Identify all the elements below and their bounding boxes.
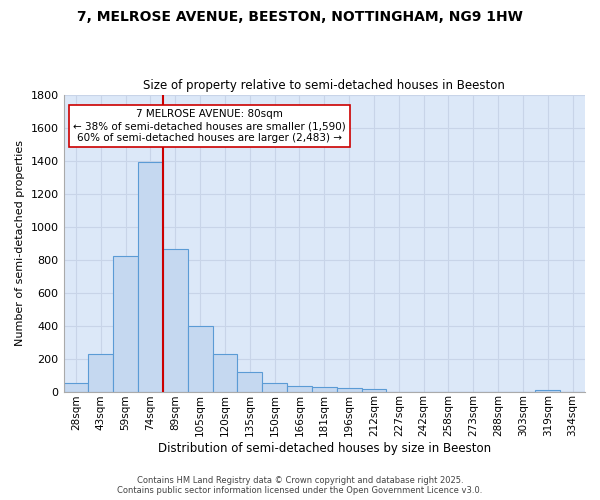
Bar: [287, 386, 312, 392]
Bar: [64, 384, 88, 392]
Bar: [188, 326, 212, 392]
Text: Contains HM Land Registry data © Crown copyright and database right 2025.
Contai: Contains HM Land Registry data © Crown c…: [118, 476, 482, 495]
Bar: [88, 354, 113, 392]
X-axis label: Distribution of semi-detached houses by size in Beeston: Distribution of semi-detached houses by …: [158, 442, 491, 455]
Title: Size of property relative to semi-detached houses in Beeston: Size of property relative to semi-detach…: [143, 79, 505, 92]
Bar: [312, 387, 337, 392]
Y-axis label: Number of semi-detached properties: Number of semi-detached properties: [15, 140, 25, 346]
Bar: [337, 388, 362, 392]
Bar: [262, 384, 287, 392]
Bar: [212, 354, 238, 392]
Bar: [113, 256, 138, 392]
Text: 7, MELROSE AVENUE, BEESTON, NOTTINGHAM, NG9 1HW: 7, MELROSE AVENUE, BEESTON, NOTTINGHAM, …: [77, 10, 523, 24]
Bar: [362, 389, 386, 392]
Bar: [138, 162, 163, 392]
Bar: [163, 249, 188, 392]
Bar: [238, 372, 262, 392]
Bar: [535, 390, 560, 392]
Text: 7 MELROSE AVENUE: 80sqm
← 38% of semi-detached houses are smaller (1,590)
60% of: 7 MELROSE AVENUE: 80sqm ← 38% of semi-de…: [73, 110, 346, 142]
